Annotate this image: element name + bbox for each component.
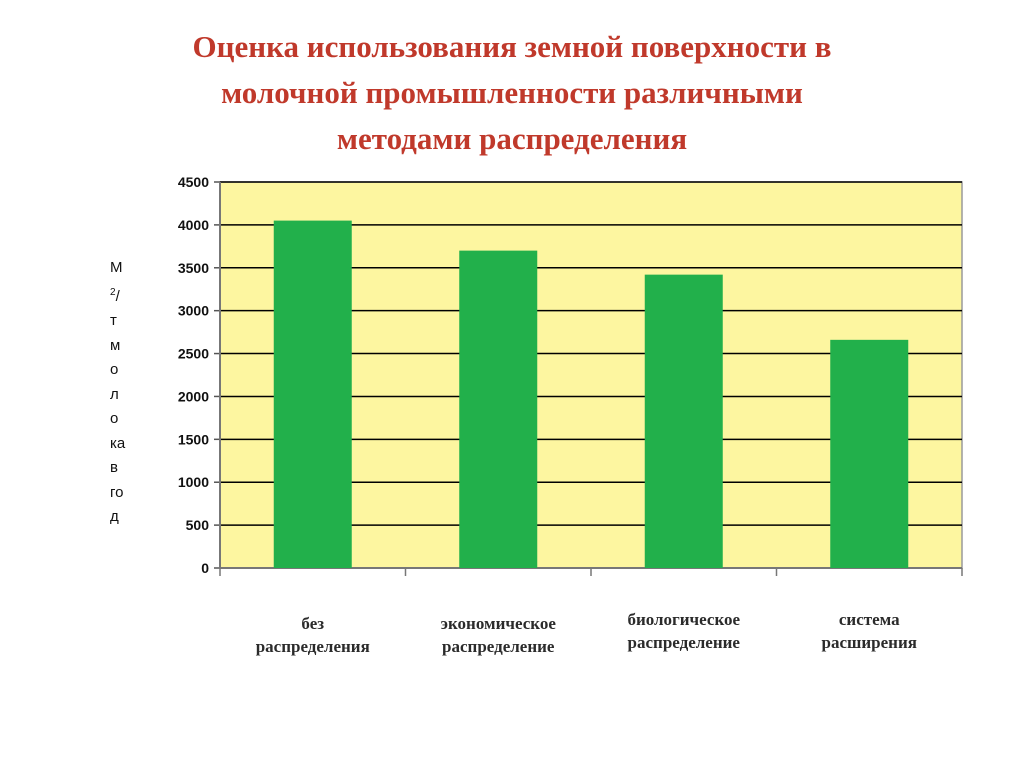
title-line: методами распределения [336, 121, 688, 156]
y-axis-label-part: ка [110, 434, 126, 452]
y-axis-label-part: о [110, 361, 119, 378]
x-tick-label: экономическое распределение [408, 612, 588, 658]
bar [644, 274, 723, 568]
y-axis-label-part: т [110, 312, 117, 329]
y-axis-label-part: 2/ [110, 286, 120, 305]
y-axis-label-part: го [110, 483, 124, 501]
title-line: молочной промышленности различными [221, 75, 803, 110]
x-tick-label: система расширения [779, 608, 959, 654]
x-tick-label-line: расширения [821, 633, 917, 652]
y-tick-label: 4500 [178, 174, 209, 190]
x-tick-label-line: экономическое [440, 614, 556, 633]
x-tick-label-line: распределение [442, 637, 555, 656]
y-axis-label-part: в [110, 459, 118, 476]
bar [459, 250, 538, 568]
x-tick-label-line: биологическое [627, 610, 741, 629]
y-axis-label-part: м [110, 336, 121, 354]
bar [273, 220, 352, 568]
y-tick-label: 500 [186, 517, 210, 533]
x-tick-label-line: распределения [255, 637, 370, 656]
y-axis-label: М 2/ т м о л о ка в го д [110, 256, 150, 530]
y-tick-label: 4000 [178, 217, 209, 233]
x-tick-label-line: без [301, 614, 325, 633]
bar [830, 339, 909, 568]
y-tick-label: 1000 [178, 474, 209, 490]
y-axis-label-part: о [110, 410, 119, 427]
x-tick-label-line: распределение [627, 633, 740, 652]
x-tick-label: биологическое распределение [594, 608, 774, 654]
y-tick-label: 3500 [178, 260, 209, 276]
y-axis-label-part: М [110, 259, 123, 276]
y-axis-label-part: д [110, 508, 119, 525]
slide-title: Оценка использования земной поверхности … [60, 24, 964, 162]
title-line: Оценка использования земной поверхности … [192, 29, 832, 64]
x-tick-label-line: система [838, 610, 900, 629]
y-axis-label-part: л [110, 385, 119, 403]
y-tick-label: 2000 [178, 388, 209, 404]
y-tick-label: 2500 [178, 346, 209, 362]
y-tick-label: 3000 [178, 303, 209, 319]
x-tick-label: без распределения [223, 612, 403, 658]
y-tick-label: 1500 [178, 431, 209, 447]
y-tick-label: 0 [201, 560, 209, 576]
